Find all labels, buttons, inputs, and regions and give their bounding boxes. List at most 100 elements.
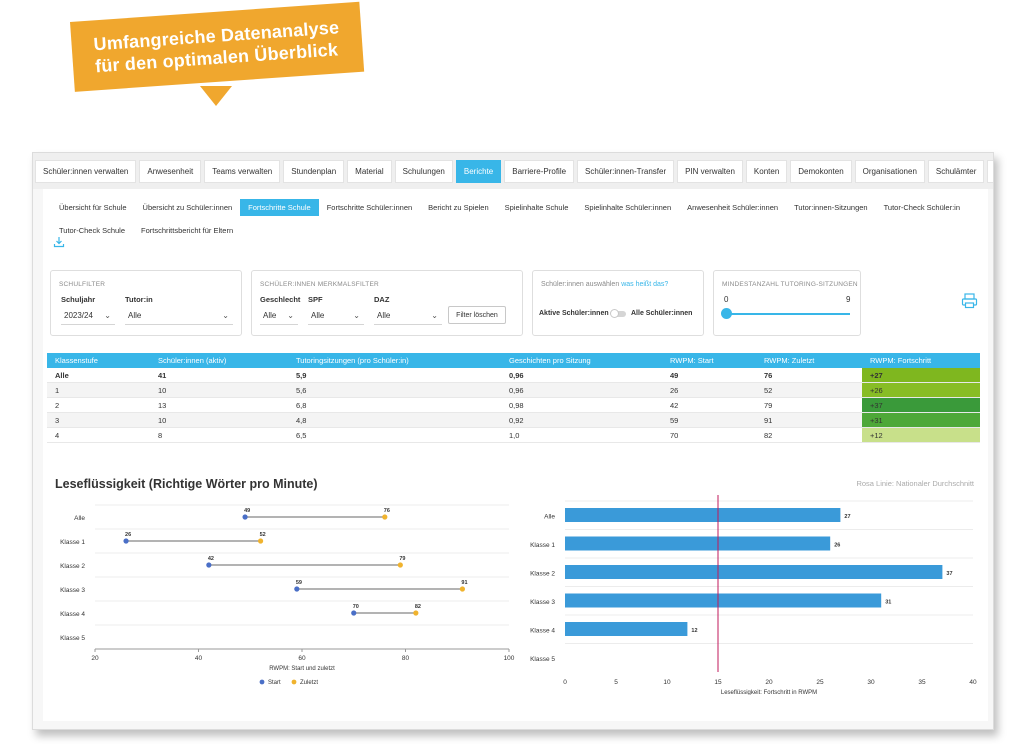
report-tab-9[interactable]: Tutor-Check Schüler:in — [883, 203, 961, 212]
x-tick-label: 40 — [969, 679, 977, 686]
nav-tab-6[interactable]: Berichte — [455, 160, 502, 183]
progress-cell: +27 — [862, 368, 980, 382]
category-label: Klasse 1 — [60, 539, 85, 546]
report-tab-10[interactable]: Tutor-Check Schule — [59, 226, 125, 235]
daz-select[interactable]: Alle ⌄ — [374, 307, 442, 325]
report-tab-7[interactable]: Anwesenheit Schüler:innen — [687, 203, 779, 212]
table-cell: 4 — [55, 430, 60, 440]
clear-filters-button[interactable]: Filter löschen — [448, 306, 506, 324]
report-tab-2[interactable]: Fortschritte Schule — [240, 199, 319, 216]
legend-latest-label: Zuletzt — [300, 680, 318, 686]
report-tab-3[interactable]: Fortschritte Schüler:innen — [326, 203, 413, 212]
report-tab-5[interactable]: Spielinhalte Schule — [504, 203, 569, 212]
tutor-select[interactable]: Alle ⌄ — [125, 307, 233, 325]
nav-tab-13[interactable]: Schulämter — [927, 160, 985, 183]
tutor-value: Alle — [128, 311, 142, 320]
category-label: Klasse 4 — [530, 627, 555, 634]
table-row: 3 10 4,8 0,92 59 91 +31 — [47, 413, 980, 428]
nav-tab-7[interactable]: Barriere-Profile — [504, 160, 575, 183]
student-toggle[interactable] — [612, 311, 626, 317]
column-header[interactable]: Geschichten pro Sitzung — [509, 356, 591, 365]
table-cell: 1 — [55, 385, 60, 395]
column-header[interactable]: RWPM: Zuletzt — [764, 356, 815, 365]
report-tab-4[interactable]: Bericht zu Spielen — [428, 203, 489, 212]
student-toggle-knob[interactable] — [610, 309, 619, 318]
bar-data-label: 31 — [885, 600, 891, 606]
nav-tab-9[interactable]: PIN verwalten — [677, 160, 743, 183]
daz-value: Alle — [377, 311, 391, 320]
nav-tab-12[interactable]: Organisationen — [854, 160, 925, 183]
school-filter-title: Schulfilter — [59, 281, 106, 288]
table-cell: 5,9 — [296, 370, 307, 380]
gender-select[interactable]: Alle ⌄ — [260, 307, 298, 325]
latest-point — [382, 514, 388, 520]
latest-point — [397, 562, 403, 568]
legend-latest-marker — [291, 679, 297, 685]
nav-tab-10[interactable]: Konten — [745, 160, 788, 183]
help-link[interactable]: was heißt das? — [621, 281, 669, 288]
spf-label: SPF — [308, 295, 323, 304]
latest-point — [413, 610, 419, 616]
download-icon[interactable] — [53, 236, 65, 248]
start-point — [206, 562, 212, 568]
chevron-down-icon: ⌄ — [104, 311, 111, 320]
start-data-label: 42 — [208, 556, 214, 562]
nav-tab-2[interactable]: Teams verwalten — [204, 160, 281, 183]
table-cell: 6,5 — [296, 430, 307, 440]
table-cell: 26 — [670, 385, 679, 395]
active-students-label: Aktive Schüler:innen — [539, 310, 609, 317]
x-axis-label: Leseflüssigkeit: Fortschritt in RWPM — [721, 690, 817, 695]
report-tab-0[interactable]: Übersicht für Schule — [59, 203, 127, 212]
table-cell: 52 — [764, 385, 773, 395]
column-header[interactable]: RWPM: Fortschritt — [870, 356, 932, 365]
x-tick-label: 60 — [298, 655, 306, 662]
table-row: 1 10 5,6 0,96 26 52 +26 — [47, 383, 980, 398]
column-header[interactable]: Schüler:innen (aktiv) — [158, 356, 227, 365]
nav-tab-14[interactable]: CMS — [987, 160, 993, 183]
nav-tab-5[interactable]: Schulungen — [394, 160, 453, 183]
category-label: Alle — [74, 515, 85, 522]
nav-tab-0[interactable]: Schüler:innen verwalten — [35, 160, 137, 183]
chevron-down-icon: ⌄ — [431, 311, 438, 320]
min-sessions-slider-handle[interactable] — [721, 308, 732, 319]
report-tab-1[interactable]: Übersicht zu Schüler:innen — [142, 203, 233, 212]
progress-cell: +31 — [862, 413, 980, 427]
start-point — [351, 610, 357, 616]
min-sessions-title: Mindestanzahl Tutoring-Sitzungen — [722, 281, 858, 288]
print-icon[interactable] — [961, 292, 978, 309]
latest-data-label: 76 — [384, 508, 390, 514]
nav-tab-11[interactable]: Demokonten — [790, 160, 852, 183]
nav-tab-1[interactable]: Anwesenheit — [139, 160, 202, 183]
nav-tab-4[interactable]: Material — [347, 160, 392, 183]
bar-data-label: 27 — [844, 514, 850, 520]
report-tab-8[interactable]: Tutor:innen-Sitzungen — [794, 203, 868, 212]
start-data-label: 59 — [296, 580, 302, 586]
table-cell: 2 — [55, 400, 60, 410]
table-cell: 49 — [670, 370, 679, 380]
student-selection-prompt: Schüler:innen auswählen — [541, 281, 620, 288]
column-header[interactable]: Tutoringsitzungen (pro Schüler:in) — [296, 356, 409, 365]
progress-cell: +37 — [862, 398, 980, 412]
latest-point — [258, 538, 264, 544]
nav-tab-3[interactable]: Stundenplan — [283, 160, 345, 183]
nav-tab-8[interactable]: Schüler:innen-Transfer — [577, 160, 675, 183]
rwpm-progress-bar-chart: Alle 27 Klasse 1 26 Klasse 2 37 Klasse 3 31 Klas… — [530, 495, 977, 695]
start-data-label: 70 — [353, 604, 359, 610]
table-cell: 0,96 — [509, 385, 524, 395]
start-data-label: 49 — [244, 508, 250, 514]
table-cell: 5,6 — [296, 385, 307, 395]
column-header[interactable]: RWPM: Start — [670, 356, 714, 365]
progress-bar — [565, 536, 831, 551]
latest-data-label: 52 — [260, 532, 266, 538]
min-sessions-slider[interactable] — [726, 313, 850, 315]
report-tab-6[interactable]: Spielinhalte Schüler:innen — [584, 203, 672, 212]
spf-select[interactable]: Alle ⌄ — [308, 307, 364, 325]
start-point — [242, 514, 248, 520]
column-header[interactable]: Klassenstufe — [55, 356, 98, 365]
progress-bar — [565, 565, 943, 579]
school-year-select[interactable]: 2023/24 ⌄ — [61, 307, 115, 325]
report-tab-11[interactable]: Fortschrittsbericht für Eltern — [141, 226, 234, 235]
latest-data-label: 82 — [415, 604, 421, 610]
national-average-note: Rosa Linie: Nationaler Durchschnitt — [856, 479, 974, 488]
school-year-value: 2023/24 — [64, 311, 93, 320]
